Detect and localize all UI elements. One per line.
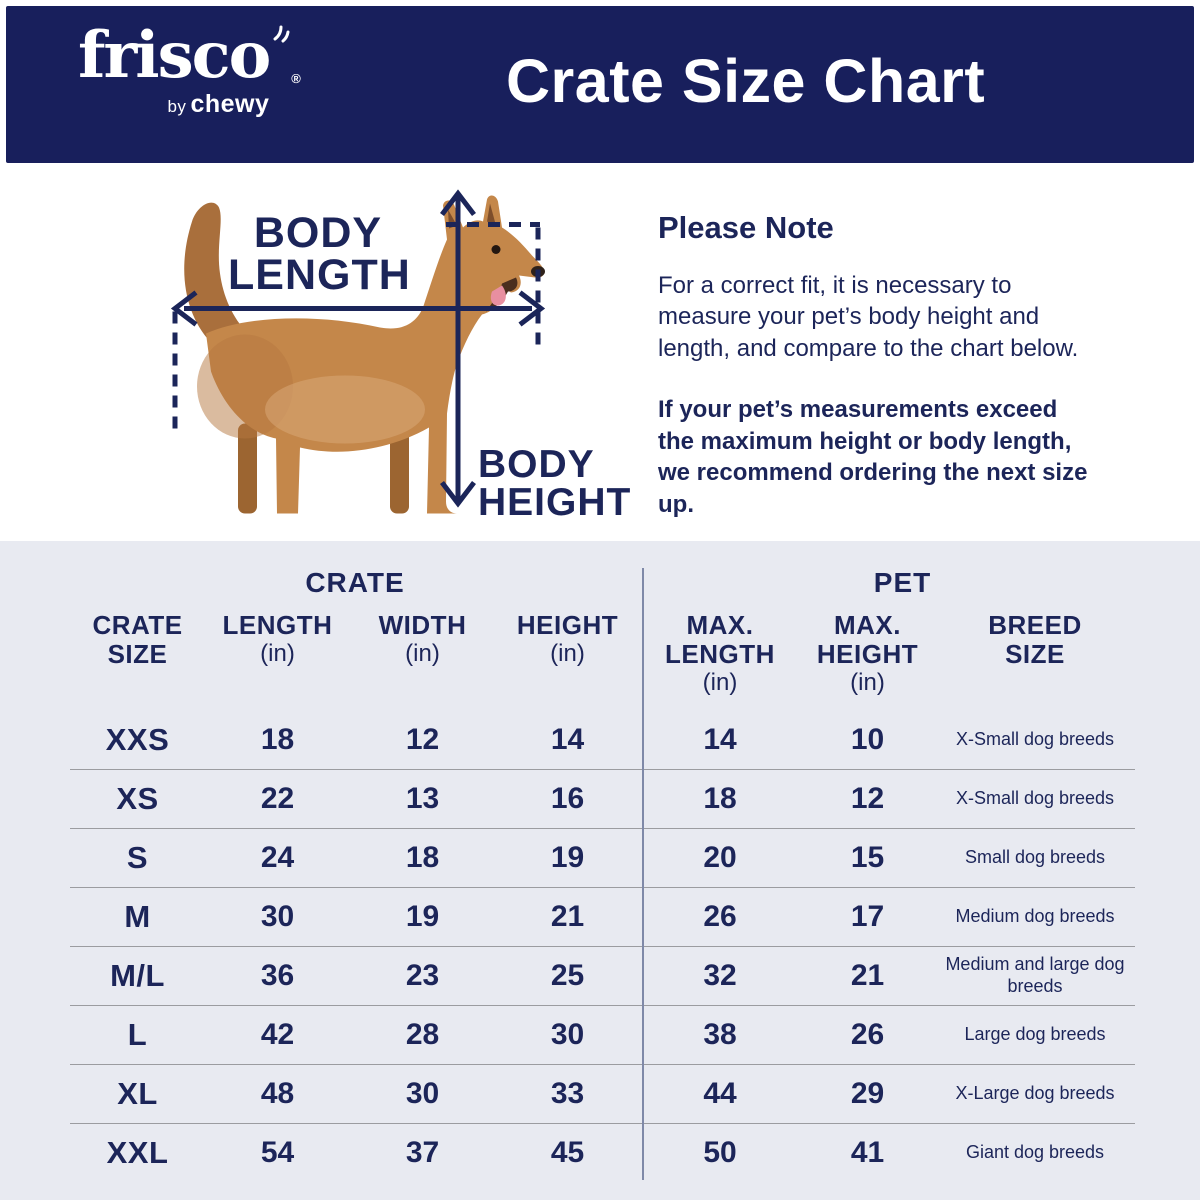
cell-breed: Medium and large dog breeds xyxy=(945,954,1125,996)
please-note-section: Please Note For a correct fit, it is nec… xyxy=(658,210,1094,550)
cell-height: 25 xyxy=(550,958,585,992)
cell-width: 28 xyxy=(405,1017,440,1051)
column-header-max-length: MAX. LENGTH (in) xyxy=(665,610,775,697)
cell-size: XL xyxy=(117,1075,158,1111)
cell-max_length: 14 xyxy=(703,722,737,756)
cell-max_height: 41 xyxy=(850,1135,885,1169)
cell-max_height: 10 xyxy=(850,722,885,756)
cell-max_length: 32 xyxy=(703,958,737,992)
cell-max_height: 29 xyxy=(850,1076,885,1110)
table-row: XS 22 13 16 18 12 X-Small dog breeds xyxy=(70,770,1135,829)
cell-breed: Giant dog breeds xyxy=(965,1142,1105,1163)
cell-length: 24 xyxy=(260,840,295,874)
dashed-guide-lines xyxy=(172,222,541,430)
cell-breed: X-Small dog breeds xyxy=(955,788,1115,809)
note-bold-paragraph: If your pet’s measurements exceed the ma… xyxy=(658,396,1088,518)
cell-max_height: 17 xyxy=(850,899,885,933)
column-header-length: LENGTH (in) xyxy=(222,610,333,668)
brand-subtitle: by chewy xyxy=(167,90,270,118)
cell-width: 12 xyxy=(405,722,440,756)
table-row: M/L 36 23 25 32 21 Medium and large dog breeds xyxy=(70,947,1135,1006)
cell-length: 30 xyxy=(260,899,295,933)
cell-height: 16 xyxy=(550,781,585,815)
cell-max_length: 18 xyxy=(703,781,737,815)
table-row: S 24 18 19 20 15 Small dog breeds xyxy=(70,829,1135,888)
dog-measurement-svg xyxy=(170,189,546,514)
body-height-label: BODY HEIGHT xyxy=(478,443,632,525)
cell-max_height: 21 xyxy=(850,958,885,992)
table-column-header-row: CRATE SIZE LENGTH (in) WIDTH (in) HEIGHT (i… xyxy=(70,610,1200,697)
body-length-label: BODY LENGTH xyxy=(228,209,411,300)
cell-height: 33 xyxy=(550,1076,585,1110)
cell-max_height: 26 xyxy=(850,1017,885,1051)
cell-size: XS xyxy=(116,780,159,816)
cell-size: XXS xyxy=(105,721,170,757)
cell-max_height: 15 xyxy=(850,840,885,874)
cell-width: 37 xyxy=(405,1135,440,1169)
cell-length: 18 xyxy=(260,722,295,756)
cell-width: 18 xyxy=(405,840,440,874)
note-paragraph: For a correct fit, it is necessary to me… xyxy=(658,272,1079,362)
size-table: CRATE PET CRATE SIZE LENGTH (in) WIDTH (in… xyxy=(0,541,1200,1200)
measurement-diagram: BODY LENGTH BODY HEIGHT xyxy=(150,180,630,528)
cell-max_height: 12 xyxy=(850,781,885,815)
cell-max_length: 44 xyxy=(703,1076,737,1110)
cell-max_length: 50 xyxy=(703,1135,737,1169)
cell-length: 48 xyxy=(260,1076,295,1110)
crate-group-header: CRATE xyxy=(305,567,405,598)
column-header-crate-size: CRATE SIZE xyxy=(92,610,183,670)
header-banner: frisco ® by chewy Crate Size Chart xyxy=(6,6,1194,163)
cell-breed: X-Large dog breeds xyxy=(955,1083,1115,1104)
cell-height: 30 xyxy=(550,1017,585,1051)
column-header-height: HEIGHT (in) xyxy=(516,610,619,668)
cell-breed: Small dog breeds xyxy=(964,847,1106,868)
brand-wordmark: frisco xyxy=(78,18,271,93)
table-body: XXS 18 12 14 14 10 X-Small dog breeds XS 22 13 16 1… xyxy=(70,711,1135,1182)
page-title: Crate Size Chart xyxy=(506,47,986,115)
table-row: XXS 18 12 14 14 10 X-Small dog breeds xyxy=(70,711,1135,770)
cell-breed: X-Small dog breeds xyxy=(955,729,1115,750)
cell-max_length: 38 xyxy=(703,1017,737,1051)
registered-mark: ® xyxy=(291,71,301,86)
cell-height: 14 xyxy=(550,722,585,756)
cell-length: 42 xyxy=(260,1017,295,1051)
cell-width: 13 xyxy=(405,781,440,815)
pet-group-header: PET xyxy=(873,567,932,598)
body-length-arrow xyxy=(170,290,546,327)
frisco-logo: frisco ® by chewy xyxy=(78,24,301,119)
cell-length: 54 xyxy=(260,1135,295,1169)
table-row: XL 48 30 33 44 29 X-Large dog breeds xyxy=(70,1065,1135,1124)
column-header-max-height: MAX. HEIGHT (in) xyxy=(816,610,919,697)
body-height-arrow xyxy=(440,189,476,508)
cell-length: 36 xyxy=(260,958,295,992)
cell-size: M xyxy=(124,898,151,934)
logo-flick-icon xyxy=(271,0,291,54)
table-row: M 30 19 21 26 17 Medium dog breeds xyxy=(70,888,1135,947)
cell-breed: Medium dog breeds xyxy=(955,906,1115,927)
table-row: XXL 54 37 45 50 41 Giant dog breeds xyxy=(70,1124,1135,1182)
column-header-breed-size: BREED SIZE xyxy=(988,610,1082,670)
cell-height: 19 xyxy=(550,840,585,874)
cell-height: 45 xyxy=(550,1135,585,1169)
cell-max_length: 20 xyxy=(703,840,737,874)
table-group-header-row: CRATE PET xyxy=(70,541,1200,599)
cell-size: M/L xyxy=(110,957,165,993)
cell-size: XXL xyxy=(106,1134,169,1170)
cell-size: L xyxy=(127,1016,148,1052)
cell-length: 22 xyxy=(260,781,295,815)
cell-breed: Large dog breeds xyxy=(964,1024,1106,1045)
brand-name: frisco ® xyxy=(78,24,301,88)
column-header-width: WIDTH (in) xyxy=(378,610,467,668)
table-row: L 42 28 30 38 26 Large dog breeds xyxy=(70,1006,1135,1065)
cell-max_length: 26 xyxy=(703,899,737,933)
cell-size: S xyxy=(126,839,149,875)
cell-height: 21 xyxy=(550,899,585,933)
cell-width: 30 xyxy=(405,1076,440,1110)
note-heading: Please Note xyxy=(658,210,834,245)
cell-width: 23 xyxy=(405,958,440,992)
crate-pet-divider xyxy=(642,568,644,1180)
cell-width: 19 xyxy=(405,899,440,933)
